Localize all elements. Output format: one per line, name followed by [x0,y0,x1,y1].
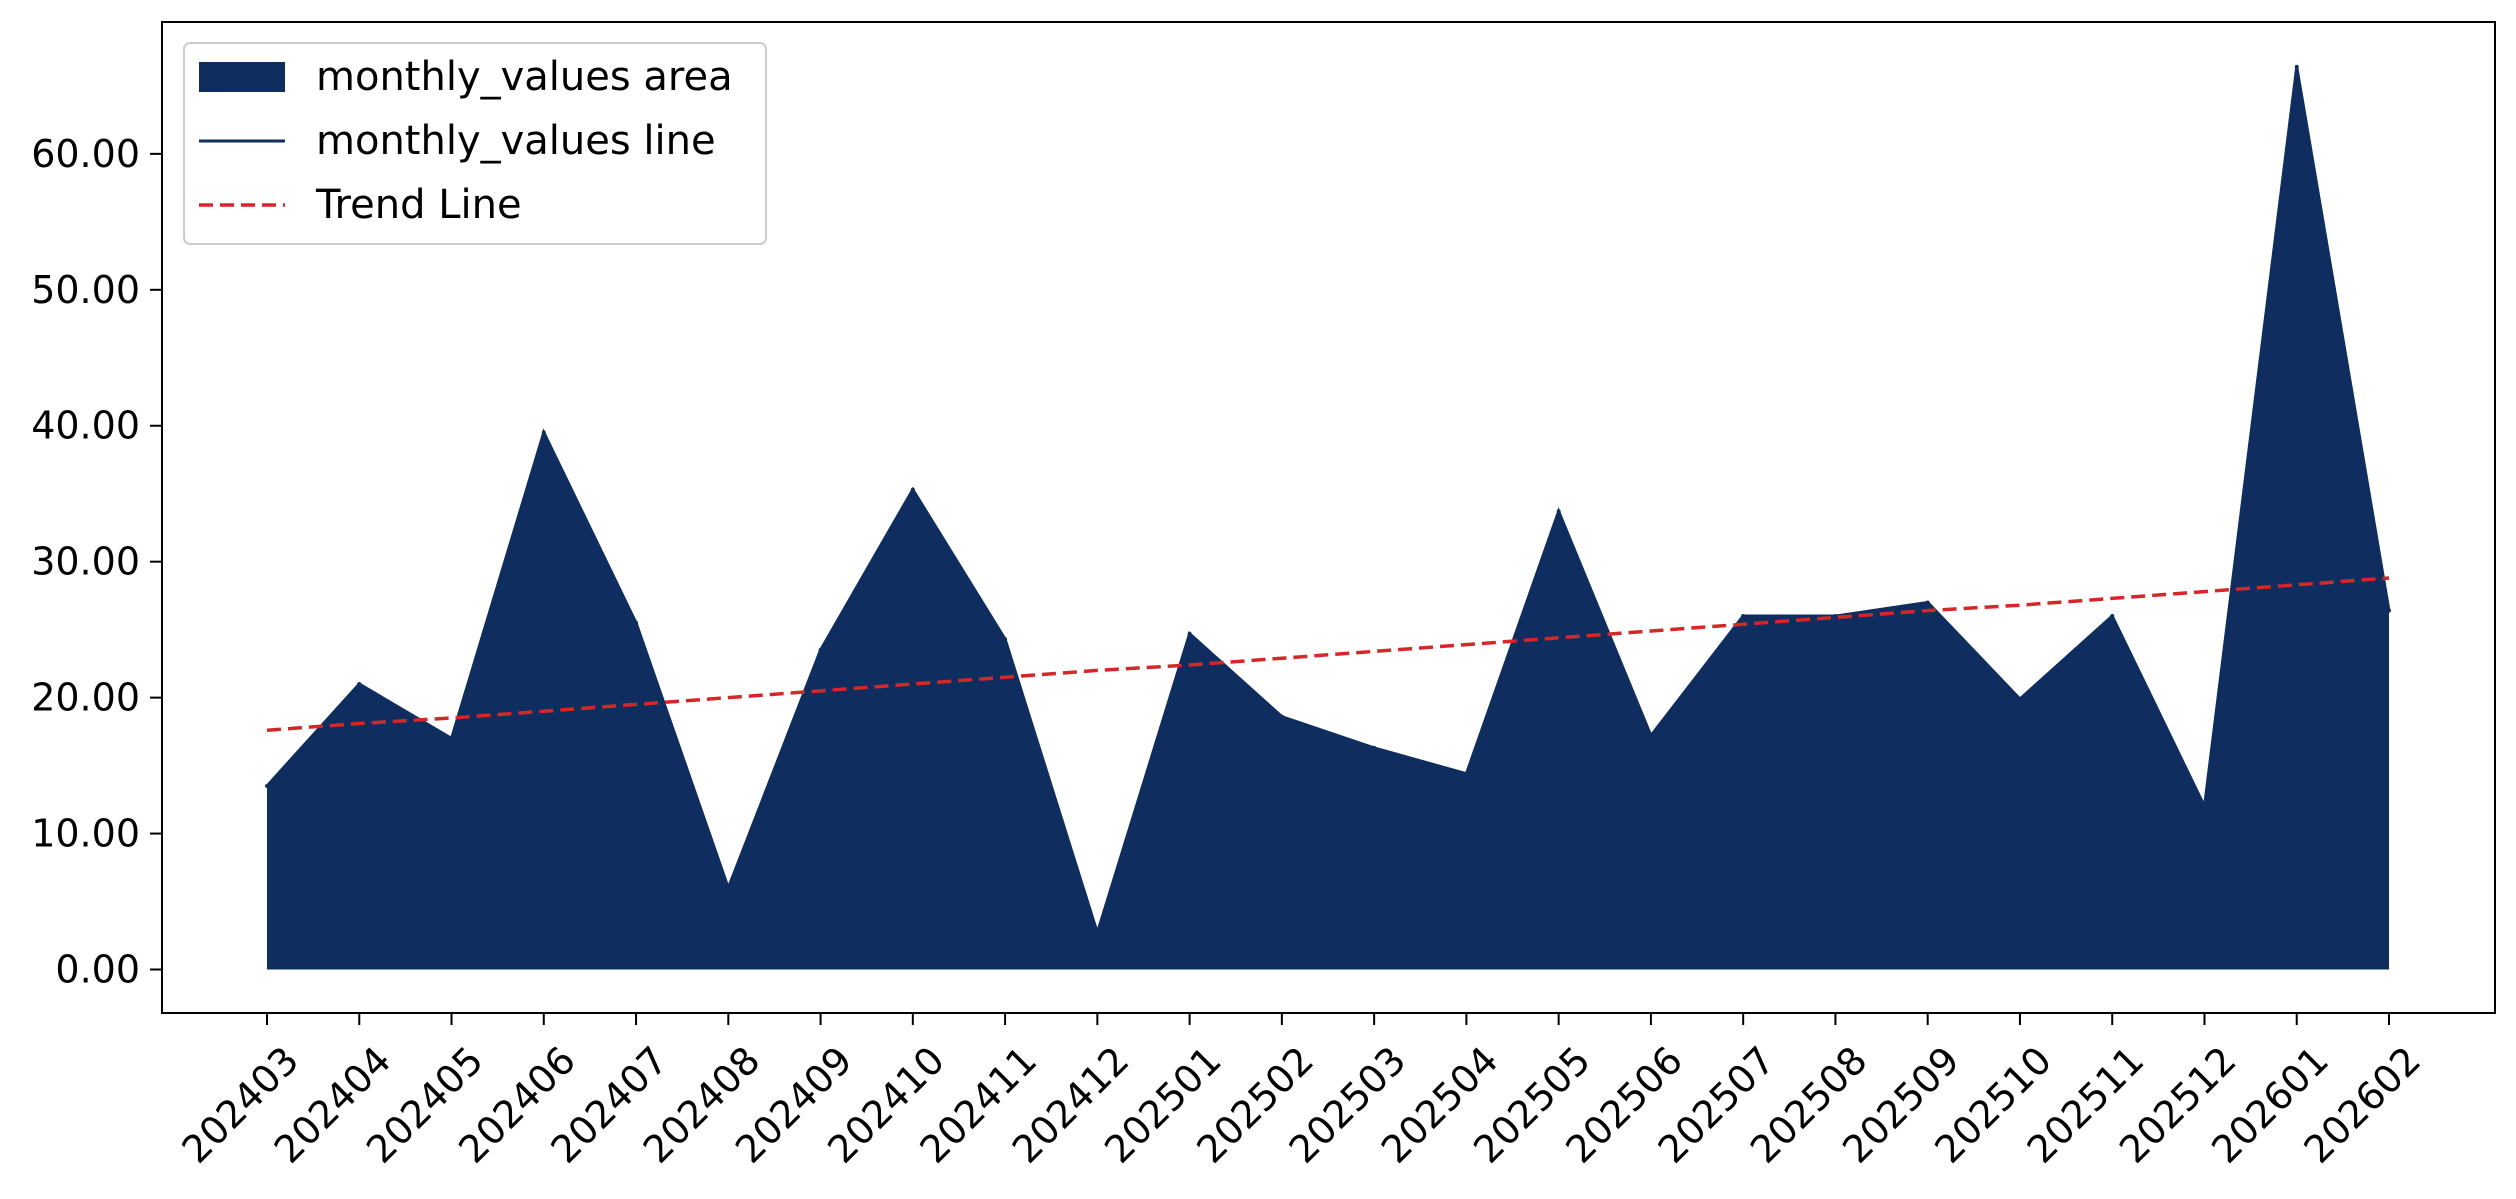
data-point-202502 [1279,714,1284,719]
legend-entry: monthly_values line [199,118,716,164]
legend-label: monthly_values area [316,54,733,100]
data-point-202601 [2294,64,2299,69]
trend-line [266,576,2390,732]
legend: monthly_values area monthly_values line Tr… [183,42,767,245]
data-point-202410 [910,487,915,492]
y-tick-label: 10.00 [31,812,140,856]
data-point-202503 [1372,745,1377,750]
data-point-202404 [357,682,362,687]
y-tick-label: 0.00 [55,947,140,991]
plot-frame [161,21,2496,1014]
y-tick-label: 60.00 [31,132,140,176]
data-point-202501 [1187,631,1192,636]
data-point-202511 [2110,614,2115,619]
data-point-202407 [634,620,639,625]
legend-swatch-area [199,62,285,92]
plot-area [265,64,2391,970]
data-point-202507 [1741,614,1746,619]
y-tick-label: 50.00 [31,268,140,312]
data-point-202406 [541,430,546,435]
data-point-202505 [1556,509,1561,514]
line-series-monthly-values [265,66,2391,938]
data-point-202512 [2202,804,2207,809]
data-point-202509 [1925,600,1930,605]
data-point-202405 [449,736,454,741]
legend-label: monthly_values line [316,118,716,164]
data-point-202408 [726,885,731,890]
y-tick-label: 40.00 [31,404,140,448]
legend-entry: Trend Line [199,182,522,228]
y-tick-label: 20.00 [31,676,140,720]
legend-box [183,42,767,245]
data-point-202510 [2017,696,2022,701]
data-point-202508 [1833,614,1838,619]
data-point-202409 [818,648,823,653]
legend-label: Trend Line [315,182,522,228]
data-point-202411 [1003,637,1008,642]
data-point-202504 [1464,771,1469,776]
data-point-202403 [265,783,269,788]
legend-entry: monthly_values area [199,54,733,100]
data-point-202506 [1648,733,1653,738]
y-tick-label: 30.00 [31,540,140,584]
data-point-202412 [1095,930,1100,935]
axes: 0.0010.0020.0030.0040.0050.0060.00202403… [31,132,2429,1172]
data-point-202602 [2387,608,2391,613]
area-series-monthly-values [267,66,2389,970]
